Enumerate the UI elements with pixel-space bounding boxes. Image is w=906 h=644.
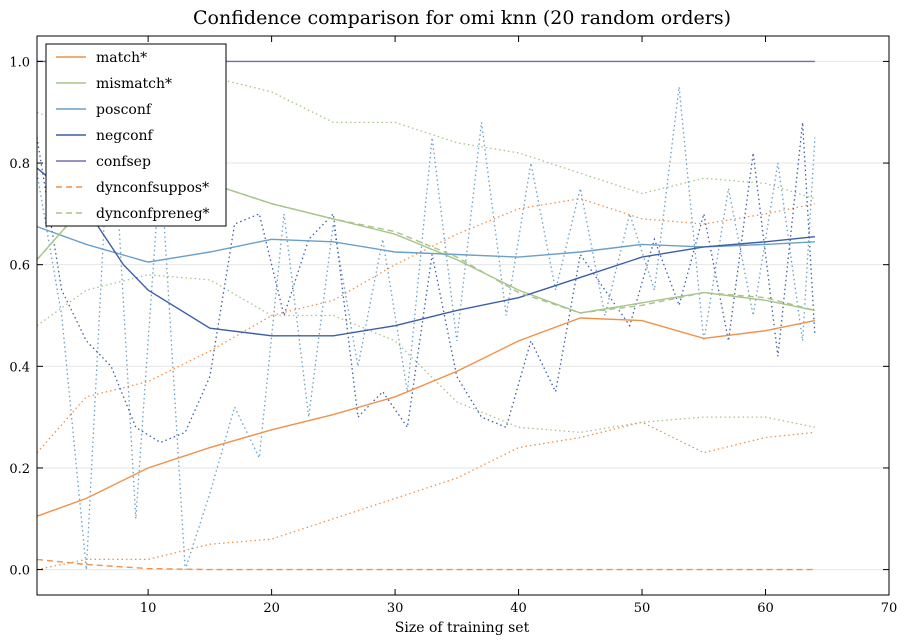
x-axis-label: Size of training set <box>395 620 530 636</box>
plot-frame <box>36 35 890 596</box>
x-tick-label: 40 <box>510 601 527 616</box>
series-line <box>36 167 815 337</box>
legend-label: mismatch* <box>96 76 172 92</box>
legend-label: dynconfpreneg* <box>96 206 210 222</box>
legend-label: confsep <box>96 154 151 170</box>
y-tick-label: 1.0 <box>9 55 30 70</box>
y-tick-label: 0.8 <box>9 157 30 172</box>
x-tick-label: 10 <box>140 601 157 616</box>
x-tick-label: 30 <box>387 601 404 616</box>
y-tick-label: 0.6 <box>9 259 30 274</box>
band-lower-line <box>36 421 815 571</box>
x-tick-label: 20 <box>263 601 280 616</box>
series-line <box>36 558 815 571</box>
x-tick-label: 50 <box>634 601 651 616</box>
spread-line <box>36 122 816 444</box>
band-lower-line <box>36 274 816 434</box>
legend-label: dynconfsuppos* <box>96 180 209 196</box>
band-upper-line <box>36 197 816 454</box>
legend-label: match* <box>96 50 147 66</box>
x-tick-label: 60 <box>757 601 774 616</box>
chart-title: Confidence comparison for omi knn (20 ra… <box>193 7 731 29</box>
x-tick-label: 70 <box>881 601 898 616</box>
legend-label: negconf <box>96 128 155 144</box>
legend: match* mismatch* posconf negconf confsep dync… <box>45 43 227 227</box>
y-tick-label: 0.0 <box>9 564 30 579</box>
series-line <box>36 225 815 263</box>
legend-label: posconf <box>96 102 153 118</box>
y-tick-label: 0.4 <box>9 360 30 375</box>
series-line <box>36 317 816 517</box>
axis-ticks: 10 20 30 40 50 60 70 0.0 0.2 0.4 0.6 0.8 1.0 <box>9 36 897 616</box>
y-tick-label: 0.2 <box>9 462 30 477</box>
